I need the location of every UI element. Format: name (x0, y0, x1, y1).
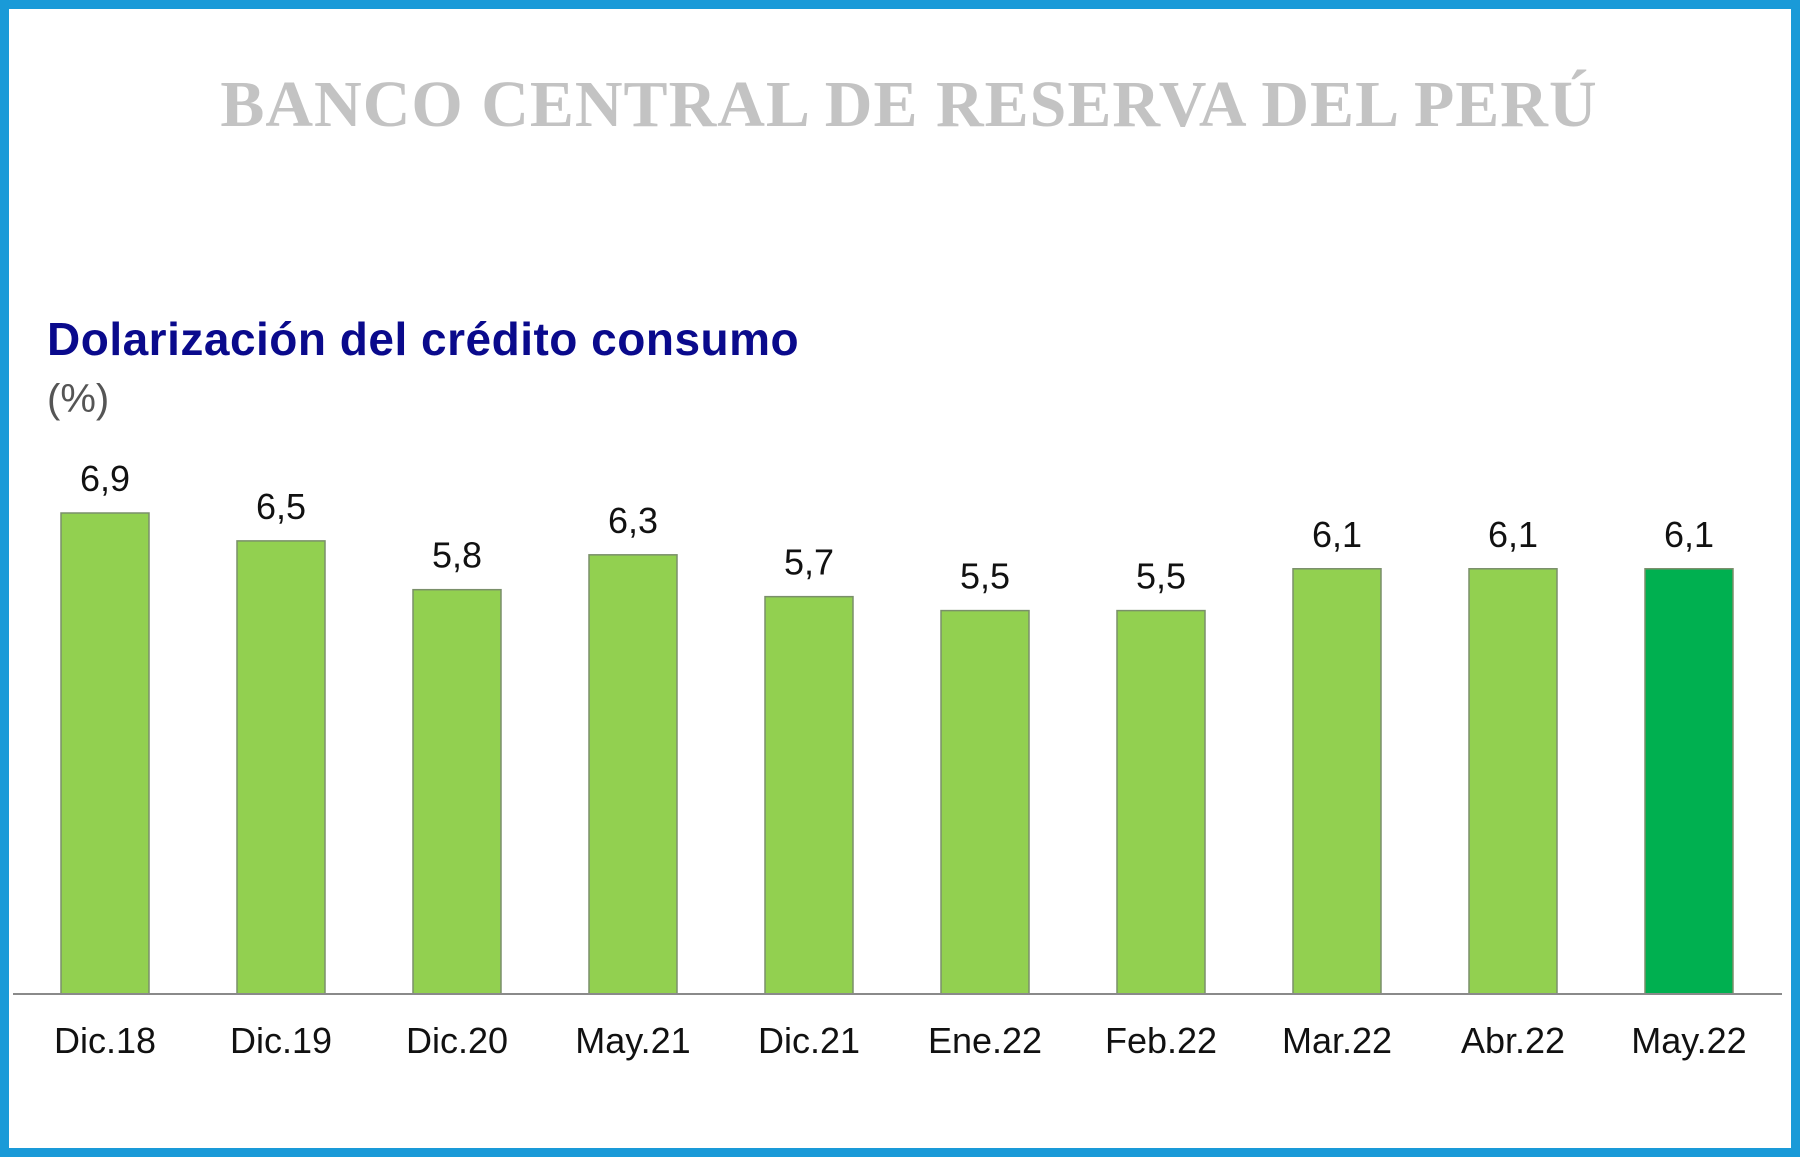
bar-Feb.22 (1116, 609, 1206, 995)
bar-value-label: 6,5 (256, 486, 306, 527)
x-tick-label: Feb.22 (1105, 1020, 1217, 1061)
bar-Abr.22 (1468, 568, 1558, 995)
bar-Dic.19 (236, 540, 326, 995)
bar-Ene.22 (940, 609, 1030, 995)
bar-value-label: 6,3 (608, 500, 658, 541)
bar-chart: 6,9 Dic.18 6,5 Dic.19 5,8 Dic.20 6,3 May.21 5,7 D… (13, 458, 1782, 1061)
bar-May.22 (1644, 568, 1734, 995)
bar-value-label: 5,8 (432, 535, 482, 576)
x-tick-label: Ene.22 (928, 1020, 1042, 1061)
bar-Dic.21 (764, 595, 854, 995)
bar-value-label: 5,7 (784, 542, 834, 583)
bar-Mar.22 (1292, 568, 1382, 995)
x-tick-label: May.22 (1631, 1020, 1746, 1061)
bar-value-label: 5,5 (960, 556, 1010, 597)
bar-value-label: 6,1 (1664, 514, 1714, 555)
chart-unit: (%) (47, 377, 110, 421)
x-tick-label: Abr.22 (1461, 1020, 1565, 1061)
bar-Dic.18 (60, 512, 150, 995)
bar-value-label: 6,1 (1488, 514, 1538, 555)
x-tick-label: Dic.21 (758, 1020, 860, 1061)
x-tick-label: Dic.18 (54, 1020, 156, 1061)
x-tick-label: May.21 (575, 1020, 690, 1061)
bar-value-label: 6,9 (80, 458, 130, 499)
bar-May.21 (588, 554, 678, 995)
bar-value-label: 6,1 (1312, 514, 1362, 555)
bar-Dic.20 (412, 588, 502, 995)
x-tick-label: Dic.20 (406, 1020, 508, 1061)
watermark: BANCO CENTRAL DE RESERVA DEL PERÚ (220, 68, 1598, 141)
x-tick-label: Mar.22 (1282, 1020, 1392, 1061)
chart-title: Dolarización del crédito consumo (47, 313, 800, 365)
x-tick-label: Dic.19 (230, 1020, 332, 1061)
bar-value-label: 5,5 (1136, 556, 1186, 597)
